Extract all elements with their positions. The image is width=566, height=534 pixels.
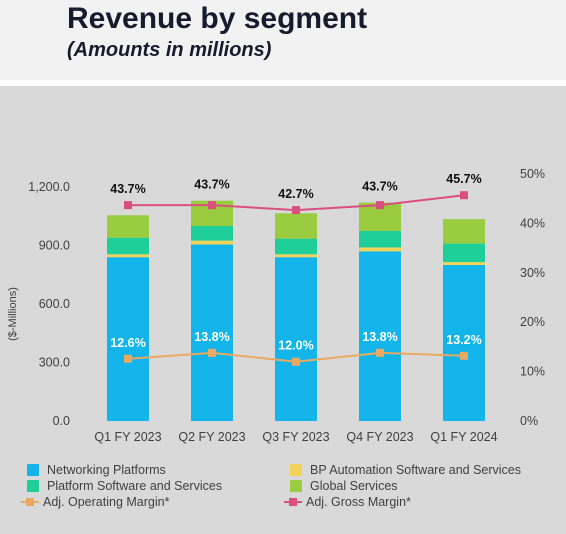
legend-label-bp-automation: BP Automation Software and Services (310, 463, 521, 477)
bar-platform-software-and-services (191, 226, 233, 241)
x-tick-label: Q1 FY 2023 (94, 430, 161, 444)
x-tick-label: Q4 FY 2023 (346, 430, 413, 444)
gross-margin-label: 43.7% (194, 178, 229, 192)
marker-adj-operating-margin (124, 354, 132, 363)
legend-label-operating-margin: Adj. Operating Margin* (43, 495, 170, 509)
legend-swatch-networking (27, 464, 39, 476)
x-tick-label: Q1 FY 2024 (430, 430, 497, 444)
chart-subtitle: (Amounts in millions) (67, 39, 272, 61)
y-tick-label: 900.0 (39, 239, 70, 253)
bar-global-services (107, 215, 149, 238)
marker-adj-operating-margin (376, 348, 384, 357)
y-tick-label: 300.0 (39, 356, 70, 370)
marker-adj-gross-margin (460, 191, 468, 200)
bar-platform-software-and-services (275, 238, 317, 255)
marker-adj-operating-margin (208, 348, 216, 357)
bar-platform-software-and-services (359, 230, 401, 248)
y2-tick-label: 0% (520, 414, 538, 428)
bar-platform-software-and-services (107, 237, 149, 255)
bar-networking-platforms (359, 251, 401, 421)
marker-adj-gross-margin (376, 201, 384, 210)
operating-margin-label: 13.8% (194, 330, 229, 344)
legend-swatch-bp-automation (290, 464, 302, 476)
y2-tick-label: 40% (520, 216, 545, 230)
bar-global-services (275, 213, 317, 239)
bar-bp-automation-software-and-services (443, 262, 485, 265)
legend-platform-software: Platform Software and Services (27, 479, 222, 493)
legend-label-gross-margin: Adj. Gross Margin* (306, 495, 411, 509)
legend-global-services: Global Services (290, 479, 398, 493)
y2-tick-label: 50% (520, 167, 545, 181)
legend-networking: Networking Platforms (27, 463, 166, 477)
bar-bp-automation-software-and-services (191, 240, 233, 245)
bar-networking-platforms (275, 257, 317, 421)
chart-panel: 0.0 300.0 600.0 900.0 1,200.0 0% 10% 20% 30% 40% 5… (0, 86, 566, 534)
bar-networking-platforms (107, 257, 149, 421)
bar-networking-platforms (191, 244, 233, 421)
legend-swatch-global-services (290, 480, 302, 492)
x-tick-label: Q2 FY 2023 (178, 430, 245, 444)
legend-label-networking: Networking Platforms (47, 463, 166, 477)
x-tick-label: Q3 FY 2023 (262, 430, 329, 444)
bar-networking-platforms (443, 265, 485, 421)
legend-label-platform-software: Platform Software and Services (47, 479, 223, 493)
bar-platform-software-and-services (443, 243, 485, 263)
marker-adj-operating-margin (292, 357, 300, 366)
y-tick-label: 1,200.0 (28, 180, 70, 194)
gross-margin-label: 45.7% (446, 172, 481, 186)
legend-operating-margin: Adj. Operating Margin* (21, 495, 169, 509)
operating-margin-label: 13.8% (362, 330, 397, 344)
gross-margin-label: 42.7% (278, 187, 313, 201)
gross-margin-label: 43.7% (362, 180, 397, 194)
legend-gross-margin: Adj. Gross Margin* (284, 495, 411, 509)
bar-bp-automation-software-and-services (359, 247, 401, 252)
marker-adj-gross-margin (292, 206, 300, 215)
legend-line-operating-margin (21, 496, 39, 508)
chart-title: Revenue by segment (67, 2, 368, 35)
marker-adj-gross-margin (124, 201, 132, 210)
legend-swatch-platform-software (27, 480, 39, 492)
bar-bp-automation-software-and-services (107, 254, 149, 258)
operating-margin-label: 13.2% (446, 333, 481, 347)
legend-bp-automation: BP Automation Software and Services (290, 463, 521, 477)
y2-tick-label: 10% (520, 365, 545, 379)
gross-margin-label: 43.7% (110, 182, 145, 196)
y-tick-label: 0.0 (53, 414, 70, 428)
y2-tick-label: 30% (520, 266, 545, 280)
y-axis-label: ($-Millions) (7, 287, 19, 341)
operating-margin-label: 12.0% (278, 339, 313, 353)
legend-label-global-services: Global Services (310, 479, 398, 493)
legend-line-gross-margin (284, 496, 302, 508)
bar-bp-automation-software-and-services (275, 254, 317, 258)
y2-tick-label: 20% (520, 315, 545, 329)
marker-adj-gross-margin (208, 201, 216, 210)
marker-adj-operating-margin (460, 351, 468, 360)
revenue-chart: 0.0 300.0 600.0 900.0 1,200.0 0% 10% 20% 30% 40% 5… (7, 167, 545, 444)
y-tick-label: 600.0 (39, 297, 70, 311)
operating-margin-label: 12.6% (110, 336, 145, 350)
bar-global-services (443, 219, 485, 244)
header-band: Revenue by segment (Amounts in millions) (0, 0, 566, 80)
